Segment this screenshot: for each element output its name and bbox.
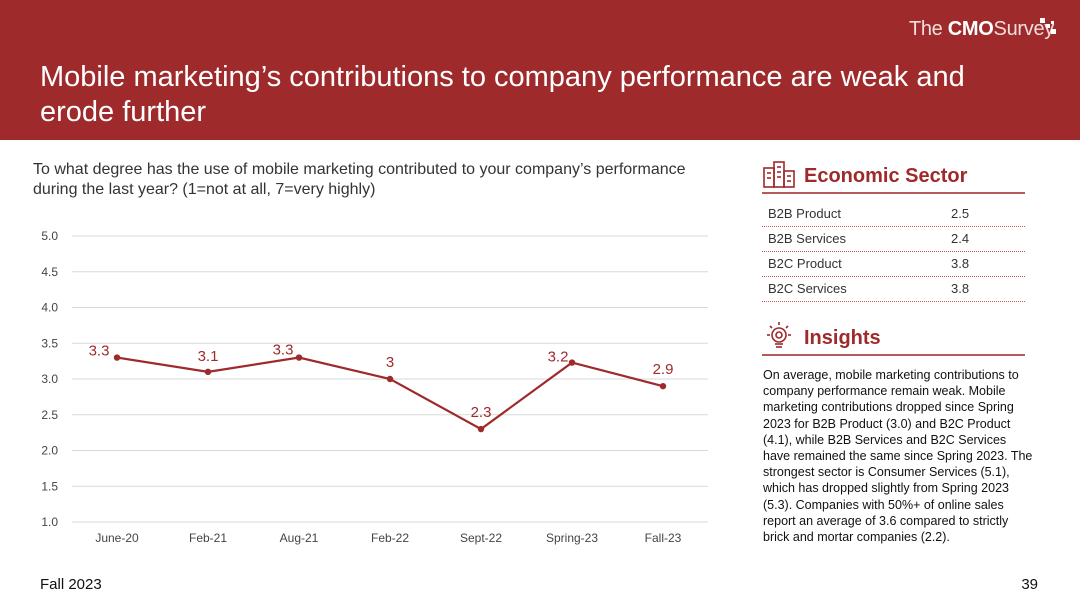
data-point [204,368,212,376]
data-point [477,425,485,433]
y-tick-label: 4.5 [41,265,58,279]
x-tick-label: Feb-21 [189,531,227,545]
data-label: 2.9 [653,361,674,378]
sector-name: B2C Product [768,256,842,271]
lightbulb-gear-icon [767,322,791,348]
sector-name: B2C Services [768,281,847,296]
y-tick-label: 1.0 [41,515,58,529]
sector-value: 2.5 [951,206,970,221]
data-label: 2.3 [471,404,492,421]
data-point [386,375,394,383]
brand-suffix: Survey [993,18,1055,40]
data-label: 3.3 [89,343,110,360]
sector-value: 3.8 [951,281,970,296]
y-tick-label: 4.0 [41,301,58,315]
y-tick-label: 2.5 [41,408,58,422]
y-tick-label: 1.5 [41,479,58,493]
sector-row: B2C Services 3.8 [762,277,1025,302]
cmo-survey-logo: The CMOSurvey [909,18,1054,41]
data-label: 3.1 [198,348,219,365]
sector-name: B2B Services [768,231,847,246]
sector-row: B2B Services 2.4 [762,227,1025,252]
data-point [295,354,303,361]
sector-row: B2B Product 2.5 [762,202,1025,227]
y-tick-label: 3.5 [41,336,58,350]
data-label: 3 [386,354,394,371]
header-banner: The CMOSurvey Mobile marketing’s contrib… [0,0,1080,140]
sector-value: 2.4 [951,231,970,246]
buildings-icon [763,161,795,188]
economic-sector-title: Economic Sector [804,165,968,187]
data-point [568,359,576,366]
sector-row: B2C Product 3.8 [762,252,1025,277]
brand-prefix: The [908,18,943,40]
x-tick-label: Fall-23 [645,531,682,545]
page-number: 39 [1021,576,1038,593]
data-point [113,354,121,361]
data-label: 3.2 [548,349,569,366]
sector-name: B2B Product [768,206,841,221]
insights-heading: Insights [762,320,1025,356]
economic-sector-heading: Economic Sector [762,158,1025,194]
x-tick-label: June-20 [95,531,139,545]
footer-survey-date: Fall 2023 [40,576,102,593]
data-point [659,382,667,390]
brand-dots-icon [1040,18,1056,34]
brand-bold: CMO [947,18,994,40]
insights-paragraph: On average, mobile marketing contributio… [763,368,1033,545]
x-tick-label: Aug-21 [280,531,319,545]
y-tick-label: 5.0 [41,229,58,243]
y-tick-label: 3.0 [41,372,58,386]
slide-title: Mobile marketing’s contributions to comp… [40,61,965,128]
x-tick-label: Feb-22 [371,531,409,545]
x-tick-label: Spring-23 [546,531,598,545]
sector-table: B2B Product 2.5 B2B Services 2.4 B2C Pro… [762,202,1025,302]
x-tick-label: Sept-22 [460,531,502,545]
survey-question: To what degree has the use of mobile mar… [33,161,686,198]
line-chart: 1.0 1.5 2.0 2.5 3.0 3.5 4.0 4.5 5.0 June-20 Feb-21… [41,229,708,545]
insights-title: Insights [804,327,881,349]
y-tick-label: 2.0 [41,444,58,458]
data-label: 3.3 [273,342,294,359]
sector-value: 3.8 [951,256,970,271]
